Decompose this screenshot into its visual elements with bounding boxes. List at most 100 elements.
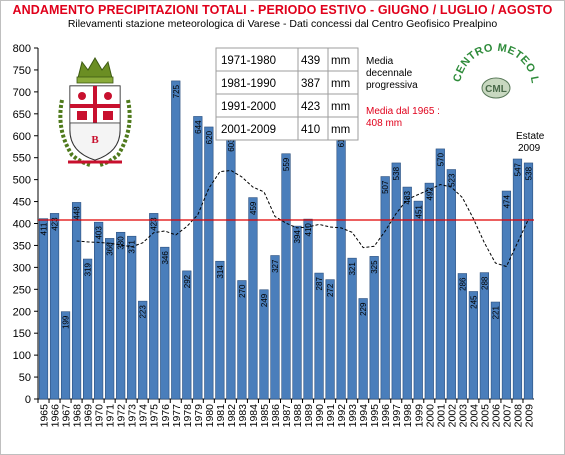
- bar: [38, 218, 49, 400]
- bar-value-label: 423: [150, 217, 159, 231]
- bar: [71, 202, 82, 400]
- table-value: 410: [301, 124, 320, 136]
- bar-value-label: 523: [447, 173, 456, 187]
- x-tick-label: 2009: [523, 404, 535, 428]
- x-tick-label: 1967: [61, 404, 73, 428]
- y-tick-label: 400: [13, 219, 31, 231]
- x-tick-label: 1976: [160, 404, 172, 428]
- svg-text:B: B: [91, 134, 99, 146]
- bar-value-label: 272: [326, 283, 335, 297]
- bar: [347, 257, 357, 400]
- y-tick-label: 800: [13, 43, 31, 55]
- x-tick-label: 1989: [303, 404, 315, 428]
- bar: [226, 134, 236, 400]
- y-tick-label: 650: [13, 109, 31, 121]
- y-tick-label: 350: [13, 240, 31, 252]
- bar: [171, 80, 181, 400]
- bar-value-label: 245: [469, 295, 478, 309]
- bar: [127, 235, 137, 400]
- table-period: 1991-2000: [221, 101, 276, 113]
- bar: [138, 300, 148, 400]
- bar: [424, 182, 434, 400]
- table-unit: mm: [331, 55, 350, 67]
- x-tick-label: 1979: [193, 404, 205, 428]
- y-tick-label: 550: [13, 153, 31, 165]
- x-tick-label: 1988: [292, 404, 304, 428]
- y-tick-label: 450: [13, 197, 31, 209]
- bar: [523, 162, 534, 400]
- bar-value-label: 327: [271, 259, 280, 273]
- bar: [413, 200, 423, 400]
- bar-value-label: 620: [205, 130, 214, 144]
- bar-value-label: 538: [524, 166, 533, 180]
- y-tick-label: 100: [13, 350, 31, 362]
- x-tick-label: 1965: [39, 404, 51, 428]
- x-tick-label: 1968: [72, 404, 84, 428]
- y-tick-label: 150: [13, 328, 31, 340]
- x-tick-label: 1970: [94, 404, 106, 428]
- estate-2009-label: Estate 2009: [516, 131, 547, 154]
- y-tick-label: 700: [13, 87, 31, 99]
- bar-value-label: 221: [491, 305, 500, 319]
- x-tick-label: 2005: [479, 404, 491, 428]
- table-unit: mm: [331, 78, 350, 90]
- x-tick-label: 1985: [259, 404, 271, 428]
- bar-value-label: 411: [40, 222, 49, 235]
- media-decennale-label: Media decennale progressiva: [366, 56, 418, 91]
- bar-value-label: 410: [304, 223, 313, 237]
- x-tick-label: 1986: [270, 404, 282, 428]
- bar: [193, 116, 203, 400]
- x-tick-label: 1984: [248, 404, 260, 428]
- x-tick-label: 1981: [215, 404, 227, 428]
- bar: [468, 291, 478, 400]
- x-tick-label: 2008: [512, 404, 524, 428]
- bar-value-label: 321: [348, 262, 357, 276]
- bar: [479, 272, 489, 400]
- bar: [435, 148, 445, 400]
- bar: [160, 246, 170, 400]
- bar: [402, 186, 412, 400]
- bar: [116, 231, 126, 400]
- bar-value-label: 288: [480, 276, 489, 290]
- chart-bars: [38, 80, 534, 400]
- table-period: 2001-2009: [221, 124, 276, 136]
- bar: [94, 221, 104, 400]
- x-tick-label: 1982: [226, 404, 238, 428]
- x-tick-label: 1991: [325, 404, 337, 428]
- bar: [325, 279, 335, 400]
- bar-value-label: 725: [172, 84, 181, 98]
- table-period: 1971-1980: [221, 55, 276, 67]
- table-value: 439: [301, 55, 320, 67]
- media-1965-label: Media dal 1965 : 408 mm: [366, 106, 443, 129]
- x-tick-label: 1966: [50, 404, 62, 428]
- bar-value-label: 459: [249, 201, 258, 215]
- bar-value-label: 603: [227, 138, 236, 152]
- x-tick-label: 1971: [105, 404, 117, 428]
- bar: [237, 280, 247, 400]
- bar-value-label: 319: [84, 262, 93, 276]
- bar: [292, 225, 302, 400]
- bar: [391, 162, 401, 400]
- bar: [314, 272, 324, 400]
- bar-value-label: 538: [392, 166, 401, 180]
- moving-average-path: [76, 169, 529, 268]
- y-tick-label: 250: [13, 284, 31, 296]
- bar: [501, 190, 512, 400]
- bar-value-label: 270: [238, 284, 247, 298]
- bar-value-label: 229: [359, 302, 368, 316]
- bar-value-label: 448: [73, 206, 82, 220]
- table-unit: mm: [331, 124, 350, 136]
- bar: [281, 153, 291, 400]
- y-tick-label: 600: [13, 131, 31, 143]
- x-tick-label: 1994: [358, 404, 370, 428]
- bar-value-label: 287: [315, 277, 324, 291]
- bar: [336, 129, 346, 400]
- bar: [182, 270, 192, 400]
- bar: [369, 256, 379, 400]
- chart-subtitle: Rilevamenti stazione meteorologica di Va…: [67, 18, 498, 30]
- bar: [380, 176, 390, 400]
- bar: [259, 289, 269, 400]
- table-value: 387: [301, 78, 320, 90]
